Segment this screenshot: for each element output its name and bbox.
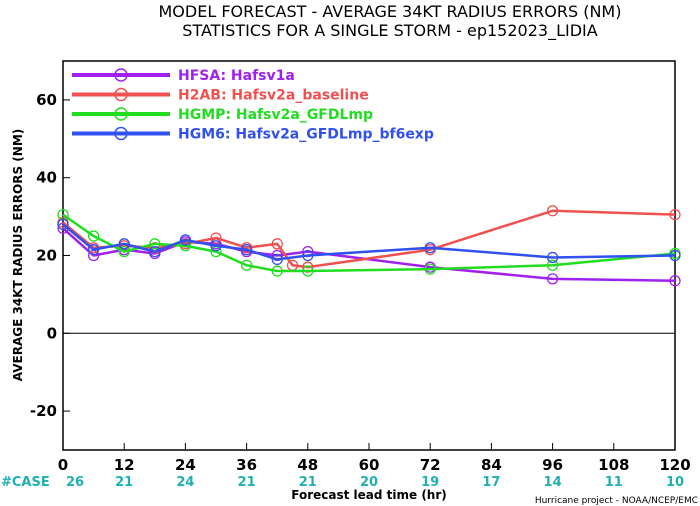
y-tick-label: 0 (47, 324, 57, 342)
case-count: 11 (605, 475, 623, 490)
data-point (302, 249, 314, 262)
data-point (57, 218, 69, 231)
legend-label-4: HGM6: Hafsv2a_GFDLmp_bf6exp (178, 127, 434, 143)
legend-label-3: HGMP: Hafsv2a_GFDLmp (178, 107, 373, 123)
data-point (546, 205, 559, 217)
x-tick-label: 84 (481, 456, 502, 474)
x-tick-label: 48 (297, 456, 318, 474)
data-point (302, 265, 314, 277)
chart-title-line2: STATISTICS FOR A SINGLE STORM - ep152023… (182, 21, 597, 41)
data-point (669, 275, 681, 287)
case-count: 21 (238, 475, 256, 490)
case-count: 19 (421, 475, 439, 490)
data-point (546, 251, 559, 264)
case-count: 24 (176, 475, 194, 490)
data-point (271, 238, 283, 250)
legend-label-1: HFSA: Hafsv1a (178, 68, 295, 84)
case-count: 10 (666, 475, 684, 490)
data-point (669, 209, 681, 221)
data-point (546, 259, 559, 271)
credit-text: Hurricane project - NOAA/NCEP/EMC (535, 496, 698, 506)
x-tick-label: 0 (58, 456, 68, 474)
y-tick-label: 20 (36, 247, 57, 265)
case-count: 21 (299, 475, 317, 490)
y-tick-label: -20 (30, 402, 57, 420)
x-tick-label: 96 (542, 456, 563, 474)
data-point (240, 244, 253, 256)
y-tick-label: 40 (36, 169, 57, 187)
data-point (669, 249, 681, 262)
y-axis-label: AVERAGE 34KT RADIUS ERRORS (NM) (11, 129, 25, 381)
data-point (424, 242, 436, 254)
data-point (118, 245, 130, 258)
x-axis-label: Forecast lead time (hr) (291, 488, 447, 502)
x-tick-label: 36 (236, 456, 257, 474)
data-point (210, 240, 222, 252)
case-count: 14 (544, 475, 562, 490)
series-line-3 (62, 213, 676, 273)
case-count: 21 (115, 475, 133, 490)
legend-label-2: H2AB: Hafsv2a_baseline (178, 88, 369, 104)
data-point (240, 259, 253, 271)
data-point (424, 263, 436, 275)
data-point (546, 273, 559, 285)
x-tick-label: 12 (114, 456, 135, 474)
data-point (149, 245, 161, 258)
legend-marker-3 (114, 107, 128, 121)
x-tick-label: 120 (659, 456, 690, 474)
chart-title-line1: MODEL FORECAST - AVERAGE 34KT RADIUS ERR… (159, 2, 622, 21)
legend-marker-4 (114, 126, 128, 141)
data-point (118, 238, 130, 250)
x-tick-label: 60 (359, 456, 380, 474)
legend-marker-1 (114, 68, 128, 82)
case-count: 26 (66, 475, 84, 490)
y-tick-label: 60 (36, 91, 57, 109)
x-tick-label: 24 (175, 456, 196, 474)
data-point (179, 234, 192, 246)
data-point (210, 232, 222, 244)
case-count: 20 (360, 475, 378, 490)
series-line-1 (62, 227, 676, 283)
x-tick-label: 108 (598, 456, 629, 474)
series-line-2 (62, 209, 676, 269)
data-point (87, 244, 100, 256)
x-tick-label: 72 (420, 456, 441, 474)
case-count: 17 (482, 475, 500, 490)
data-point (271, 253, 283, 266)
legend-marker-2 (114, 87, 128, 102)
data-point (87, 230, 100, 242)
data-point (149, 238, 161, 250)
case-label: #CASE (1, 475, 50, 490)
data-point (271, 265, 283, 277)
